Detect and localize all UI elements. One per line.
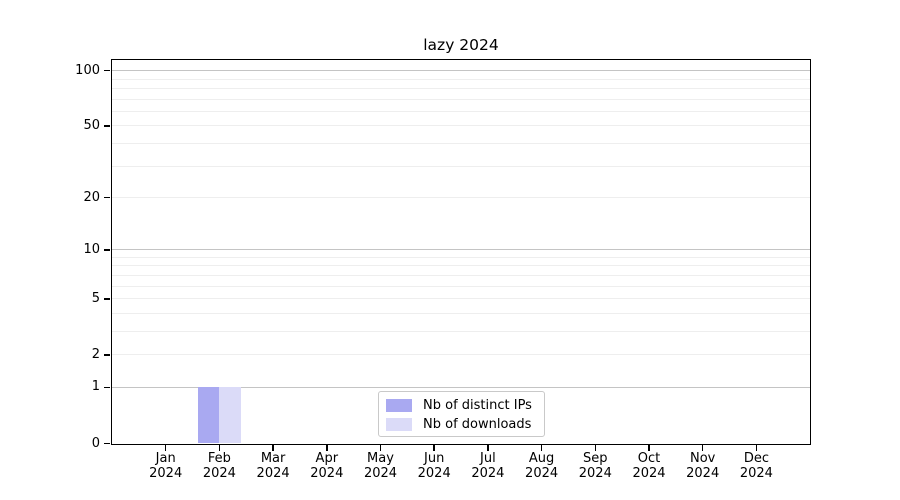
x-axis-tick-label: Jan 2024 [136,451,196,482]
x-axis-tick-label-line: Jul [480,450,496,466]
x-axis-tick-label-line: Feb [207,450,231,466]
minor-gridline [112,87,810,89]
y-axis-tick-label: 1 [91,379,100,395]
x-axis-tick-label-line: 2024 [417,466,451,481]
minor-gridline [112,354,810,356]
legend-swatch-nb-of-distinct-ips [386,399,412,412]
x-axis-tick-label-line: Oct [637,450,661,466]
x-axis-tick [326,445,328,451]
x-axis-tick-label-line: 2024 [202,466,236,481]
minor-gridline [112,197,810,198]
y-axis-tick [104,248,110,251]
x-axis-tick-label-line: 2024 [739,466,773,481]
x-axis-tick-label-line: Sep [583,450,608,466]
minor-gridline [112,256,810,258]
x-axis-tick [755,445,758,451]
minor-gridline [112,110,810,112]
x-axis-tick [272,445,274,451]
legend: Nb of distinct IPs Nb of downloads [378,391,545,437]
x-axis-tick-label: Dec 2024 [726,451,786,482]
minor-gridline [112,165,810,167]
legend-label-nb-of-downloads: Nb of downloads [423,417,532,432]
x-axis-tick-label-line: 2024 [149,466,183,481]
y-axis-tick-label: 2 [91,346,100,362]
x-axis-tick-label-line: 2024 [632,466,666,481]
x-axis-tick [701,445,704,451]
y-axis-tick [104,353,110,356]
x-axis-tick-label-line: Apr [315,450,339,466]
minor-gridline [112,285,810,287]
x-axis-tick-label: Feb 2024 [189,451,249,482]
minor-gridline [112,125,810,127]
y-axis-tick [104,297,110,300]
x-axis-tick-label-line: 2024 [310,466,344,481]
x-axis-tick [540,445,543,451]
x-axis-tick-label: Apr 2024 [297,451,357,482]
x-axis-tick-label: Jun 2024 [404,451,464,482]
minor-gridline [112,298,810,300]
y-axis-tick-label: 50 [83,117,100,133]
x-axis-tick [218,445,221,451]
legend-entry: Nb of downloads [379,415,544,434]
minor-gridline [112,265,810,267]
x-axis-tick-label: Sep 2024 [565,451,625,482]
y-axis-tick-label: 10 [83,241,100,257]
x-axis-tick [594,445,597,451]
x-axis-tick-label-line: Mar [260,450,286,466]
x-axis-tick-label: Oct 2024 [619,451,679,482]
y-axis-tick-label: 0 [91,435,100,451]
bar-nb-of-distinct-ips [197,387,220,444]
plot-area: 0 1 2 5 10 20 50 100 Jan 2024 Feb 2024 Mar 2024 Apr 202… [75,58,811,481]
legend-entry: Nb of distinct IPs [379,396,544,415]
x-axis-tick-label-line: 2024 [686,466,720,481]
x-axis-tick-label: Nov 2024 [673,451,733,482]
major-gridline [112,249,810,251]
x-axis-tick [379,445,382,451]
minor-gridline [112,98,810,100]
x-axis-tick [164,445,167,451]
x-axis-tick-label-line: 2024 [578,466,612,481]
x-axis-tick-label-line: Nov [690,450,716,466]
y-axis-tick-label: 20 [83,189,100,205]
minor-gridline [112,78,810,80]
x-axis-tick-label-line: May [367,450,394,466]
x-axis-tick-label-line: Aug [528,450,555,466]
y-axis-tick [104,125,110,127]
legend-swatch-nb-of-downloads [386,418,412,431]
minor-gridline [112,142,810,144]
minor-gridline [112,312,810,314]
x-axis-tick [648,445,650,451]
x-axis-tick-label-line: 2024 [363,466,398,481]
bar-nb-of-downloads [219,387,241,444]
x-axis-tick-label-line: Jan [155,450,176,466]
x-axis-tick-label: Mar 2024 [243,451,303,482]
x-axis-tick-label-line: 2024 [525,466,559,481]
x-axis-tick-label-line: Dec [743,450,769,466]
y-axis-tick [104,69,110,72]
y-axis-tick-label: 5 [91,290,100,306]
x-axis-tick-label-line: 2024 [471,466,505,481]
chart-title: lazy 2024 [423,36,499,54]
y-axis-tick-label: 100 [75,62,100,78]
y-axis-tick [104,386,110,389]
x-axis-tick [487,445,489,451]
minor-gridline [112,330,810,332]
major-gridline [112,386,810,388]
major-gridline [112,70,810,72]
x-axis-tick-label-line: 2024 [256,466,290,481]
x-axis-tick-label-line: Jun [424,450,445,466]
legend-label-nb-of-distinct-ips: Nb of distinct IPs [423,398,532,413]
x-axis-tick [433,445,435,451]
x-axis-tick-label: Jul 2024 [458,451,518,482]
x-axis-tick-label: Aug 2024 [512,451,572,482]
y-axis-tick [104,442,110,445]
x-axis-tick-label: May 2024 [351,451,411,482]
y-axis-tick [104,196,110,199]
minor-gridline [112,274,810,276]
